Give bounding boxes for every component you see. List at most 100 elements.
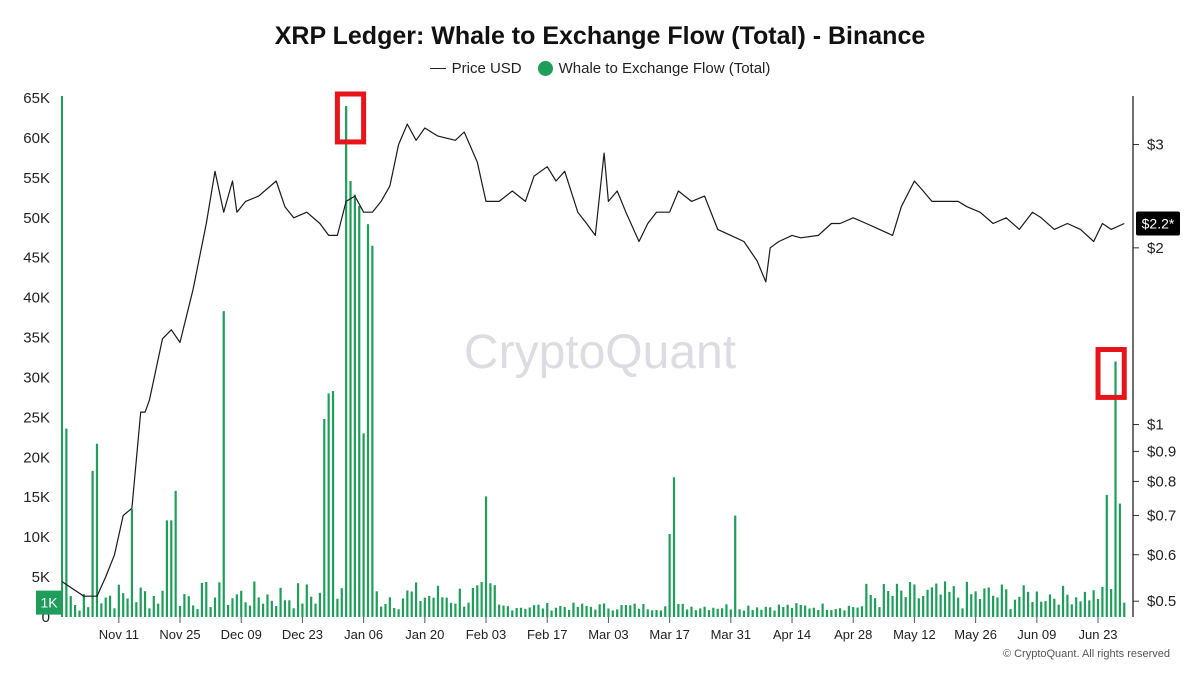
flow-bar [703,606,706,617]
flow-bar [637,608,641,617]
x-axis-tick-label: Dec 23 [282,627,323,642]
flow-bar [126,598,129,617]
flow-bar [270,600,273,617]
left-axis-tick-label: 15K [23,489,50,506]
flow-bar [113,608,116,617]
flow-bar [358,205,361,618]
flow-bar [1110,589,1113,617]
flow-bar [655,609,658,617]
flow-bar [970,594,973,617]
flow-bar [458,588,461,617]
flow-bar [1005,589,1008,617]
flow-bar [235,594,238,617]
legend-item-price[interactable]: Price USD [429,60,522,77]
flow-bar [227,605,230,617]
left-axis-tick-label: 30K [23,369,50,386]
right-axis-tick-label: $0.8 [1147,473,1176,490]
x-axis-tick-label: Mar 17 [649,627,689,642]
flow-bar [436,585,440,617]
flow-bar [965,581,968,617]
current-price-marker [1136,211,1180,236]
flow-bar [1118,503,1121,617]
watermark: CryptoQuant [463,326,737,379]
flow-bar [139,587,142,617]
flow-bar [406,590,409,617]
flow-bar [78,610,81,617]
flow-bar [318,592,322,617]
flow-bar [174,490,177,617]
flow-bar [502,605,505,617]
chart-title: XRP Ledger: Whale to Exchange Flow (Tota… [274,22,926,50]
flow-bar [314,603,317,617]
current-flow-marker [36,590,62,615]
flow-bar [476,585,479,617]
x-axis-tick-label: Feb 03 [466,627,506,642]
flow-bar [209,607,212,617]
flow-bar [345,105,348,617]
flow-bar [419,601,422,617]
flow-bar [873,598,877,617]
flow-bar [213,597,217,617]
flow-bar [253,581,256,617]
flow-bar [974,591,977,617]
flow-bar [559,605,562,617]
flow-dot-swatch-icon [537,61,553,76]
flow-bar [148,608,151,617]
flow-bar [484,496,488,617]
flow-bar [1096,598,1100,617]
flow-bar [1022,585,1025,617]
flow-bar [856,607,859,617]
flow-bar [82,594,85,617]
flow-bar [782,607,785,617]
flow-bar [939,594,942,617]
price-line-swatch-icon [429,68,446,69]
left-axis-tick-label: 50K [23,210,50,227]
flow-bar [607,608,610,617]
flow-bar [1066,594,1069,617]
right-axis-tick-label: $1 [1147,417,1164,434]
flow-bar [161,590,164,617]
chart-legend: Price USD Whale to Exchange Flow (Total) [0,60,1200,77]
flow-bar [878,607,881,617]
right-axis-tick-label: $0.7 [1147,507,1176,524]
flow-bar [69,596,72,617]
flow-bar [804,605,807,617]
flow-bar [305,584,308,617]
legend-item-flow[interactable]: Whale to Exchange Flow (Total) [537,60,770,77]
flow-bar [178,605,182,617]
flow-bar [65,428,68,617]
flow-bar [651,610,654,617]
right-axis-tick-label: $0.5 [1147,593,1176,610]
flow-bar [786,604,789,617]
flow-bar [581,603,584,617]
flow-bar [375,591,378,617]
highlight-box [334,91,367,145]
flow-bar [384,603,387,617]
flow-bar [664,606,667,617]
flow-bar [602,603,606,617]
flow-bar [511,610,514,617]
flow-bar [760,609,763,617]
x-axis-tick-label: Jun 23 [1079,627,1118,642]
flow-bar [414,582,418,617]
flow-bar [830,610,833,617]
flow-bar [922,595,925,617]
flow-bar [908,582,912,617]
flow-bar [388,597,391,617]
flow-bar [646,609,649,617]
flow-bar [699,608,702,617]
flow-bar [747,605,750,617]
flow-bar [1075,597,1078,617]
flow-bar [1079,601,1082,617]
flow-bar [869,595,872,617]
flow-bar [611,610,614,617]
flow-bar [397,609,400,617]
x-axis-tick-label: Dec 09 [221,627,262,642]
legend-label-price: Price USD [451,60,522,77]
flow-bar [738,609,741,617]
flow-bar [1035,591,1038,617]
flow-bar [380,606,383,617]
x-axis-tick-label: May 12 [893,627,936,642]
flow-bar [668,533,671,617]
